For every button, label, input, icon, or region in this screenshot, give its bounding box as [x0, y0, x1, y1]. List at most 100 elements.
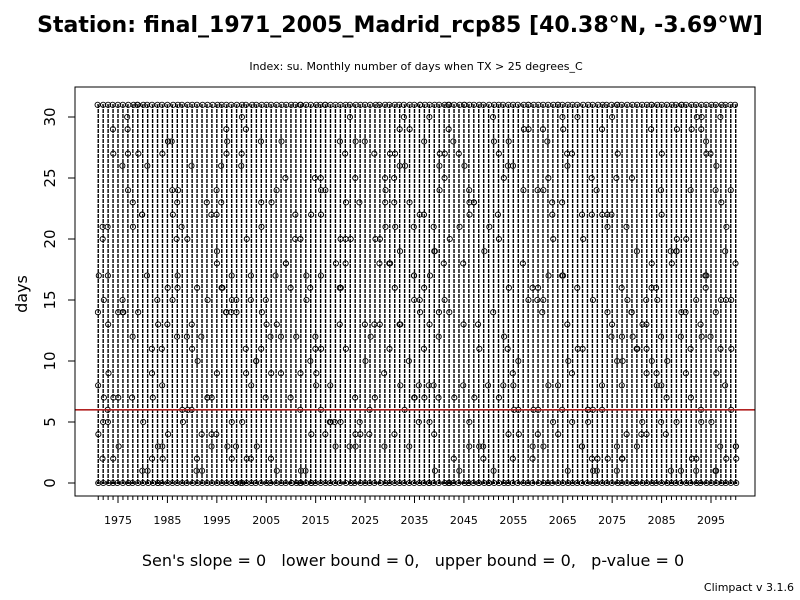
year-box [576, 104, 580, 484]
outlier-point [95, 382, 102, 389]
x-tick-label: 2075 [598, 514, 626, 527]
year-box [635, 104, 639, 484]
outlier-point [687, 345, 694, 352]
outlier-point [357, 101, 364, 108]
year-box [408, 104, 412, 484]
outlier-point [362, 357, 369, 365]
outlier-point [530, 101, 537, 108]
outlier-point [352, 443, 359, 450]
outlier-point [318, 187, 325, 194]
outlier-point [717, 113, 724, 121]
outlier-point [391, 101, 398, 108]
outlier-point [569, 101, 576, 108]
outlier-point [243, 370, 250, 377]
outlier-point [174, 101, 181, 108]
outlier-point [421, 394, 428, 401]
year-box [378, 104, 382, 484]
outlier-point [228, 272, 235, 279]
year-box [487, 104, 491, 484]
outlier-point [193, 455, 200, 462]
outlier-point [540, 187, 547, 194]
outlier-point [233, 309, 240, 316]
outlier-point [223, 309, 230, 316]
outlier-point [505, 284, 512, 291]
outlier-point [525, 296, 532, 304]
outlier-point [500, 174, 507, 182]
outlier-point [213, 370, 220, 377]
outlier-point [382, 101, 389, 108]
outlier-point [549, 211, 556, 218]
outlier-point [336, 138, 343, 145]
year-box [141, 104, 145, 484]
outlier-point [242, 345, 249, 352]
outlier-point [687, 394, 694, 401]
outlier-point [490, 138, 497, 145]
year-box [531, 104, 535, 484]
outlier-point [342, 345, 349, 352]
outlier-point [732, 443, 740, 450]
outlier-point [178, 223, 185, 230]
outlier-point [678, 309, 685, 316]
outlier-point [391, 174, 398, 182]
year-box [279, 104, 283, 484]
outlier-point [698, 333, 705, 340]
outlier-point [491, 101, 498, 108]
outlier-point [253, 443, 260, 450]
year-box [571, 104, 575, 484]
outlier-point [144, 162, 151, 169]
year-box [660, 104, 664, 484]
outlier-point [604, 309, 611, 316]
outlier-point [268, 370, 275, 377]
year-box [620, 104, 624, 484]
chart-title: Station: final_1971_2005_Madrid_rcp85 [4… [37, 13, 763, 38]
outlier-point [204, 296, 211, 304]
outlier-point [505, 431, 512, 438]
outlier-point [238, 150, 245, 157]
outlier-point [426, 113, 433, 121]
outlier-point [436, 162, 443, 169]
outlier-point [159, 382, 166, 389]
outlier-point [307, 284, 314, 291]
outlier-point [712, 309, 719, 316]
y-tick-label: 10 [41, 351, 59, 370]
outlier-point [707, 150, 714, 157]
year-box [398, 104, 402, 484]
outlier-point [356, 418, 363, 426]
outlier-point [624, 296, 631, 304]
outlier-point [242, 101, 249, 108]
outlier-point [149, 455, 156, 462]
outlier-point [441, 150, 448, 157]
outlier-point [618, 284, 625, 291]
year-box [674, 104, 678, 484]
outlier-point [140, 418, 147, 426]
y-tick-label: 30 [41, 107, 59, 126]
outlier-point [397, 382, 404, 389]
year-box [269, 104, 273, 484]
outlier-point [658, 333, 665, 340]
outlier-point [534, 187, 541, 194]
outlier-point [233, 296, 240, 304]
outlier-point [466, 418, 473, 426]
outlier-point [653, 284, 660, 291]
outlier-point [169, 211, 176, 218]
outlier-point [555, 431, 562, 438]
year-box [319, 104, 323, 484]
year-box [462, 104, 466, 484]
year-box [333, 104, 337, 484]
outlier-point [189, 345, 196, 352]
outlier-point [529, 479, 536, 487]
outlier-point [440, 260, 447, 267]
outlier-point [643, 321, 650, 328]
outlier-point [435, 394, 442, 401]
year-box [427, 104, 431, 484]
outlier-point [400, 101, 407, 108]
outlier-point [664, 357, 671, 365]
outlier-point [475, 321, 482, 328]
year-box [615, 104, 619, 484]
outlier-point [184, 101, 191, 108]
outlier-point [228, 479, 235, 487]
outlier-point [599, 101, 606, 108]
outlier-point [580, 235, 587, 243]
outlier-point [712, 467, 719, 474]
year-box [645, 104, 649, 484]
